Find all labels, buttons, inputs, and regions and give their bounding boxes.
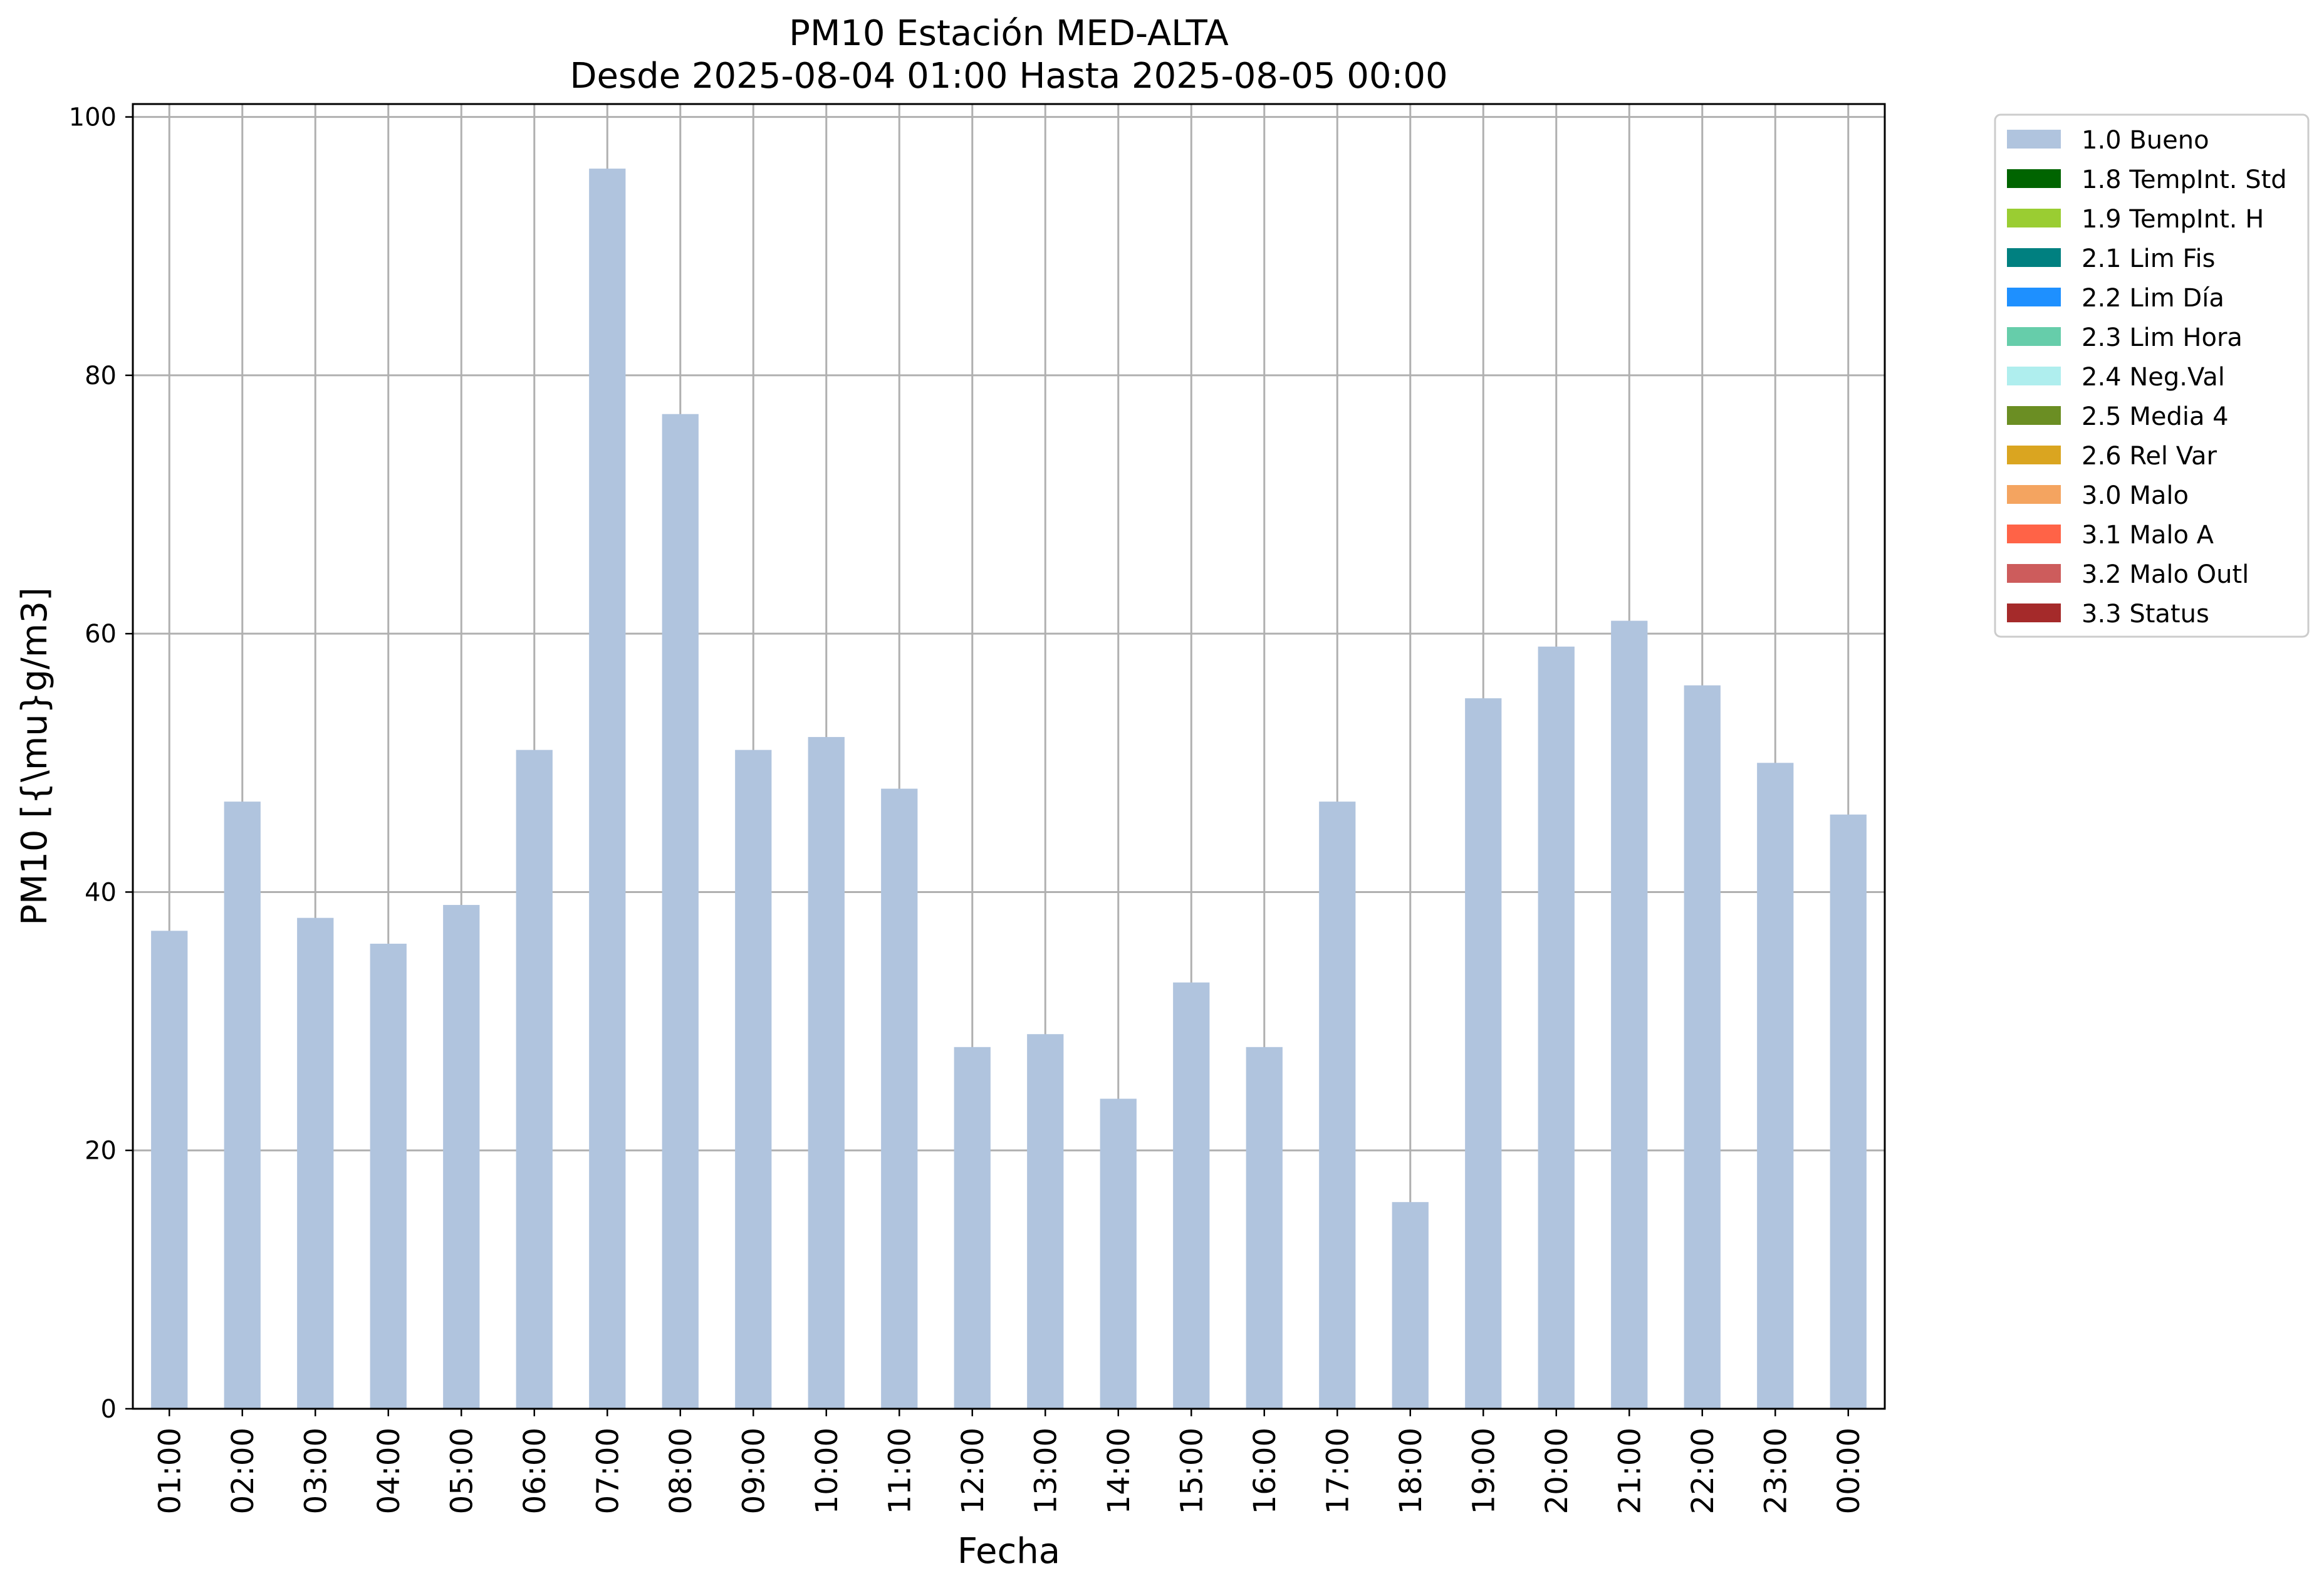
x-tick-label: 02:00 — [226, 1428, 261, 1514]
legend-label: 3.1 Malo A — [2082, 521, 2214, 550]
x-tick-label: 11:00 — [882, 1428, 917, 1514]
legend: 1.0 Bueno 1.8 TempInt. Std 1.9 TempInt. H 2… — [1994, 113, 2310, 638]
y-tick-label: 100 — [69, 103, 117, 132]
legend-swatch — [2007, 169, 2061, 188]
x-tick-label: 01:00 — [152, 1428, 187, 1514]
x-tick-label: 19:00 — [1466, 1428, 1501, 1514]
bar — [1246, 1047, 1283, 1409]
legend-swatch — [2007, 288, 2061, 306]
bar — [1830, 814, 1867, 1409]
bars — [151, 169, 1867, 1409]
bar — [881, 788, 918, 1409]
bar — [151, 931, 188, 1409]
x-tick-label: 23:00 — [1758, 1428, 1793, 1514]
plot-frame — [132, 103, 1886, 1410]
legend-label: 2.5 Media 4 — [2082, 402, 2229, 431]
x-tick-label: 12:00 — [956, 1428, 991, 1514]
x-tick-label: 20:00 — [1540, 1428, 1575, 1514]
bar — [297, 917, 334, 1409]
x-tick-label: 07:00 — [590, 1428, 625, 1514]
x-tick-label: 05:00 — [444, 1428, 479, 1514]
legend-label: 3.0 Malo — [2082, 481, 2189, 510]
y-axis-label: PM10 [{\mu}g/m3] — [14, 587, 55, 926]
x-tick-label: 08:00 — [664, 1428, 699, 1514]
legend-swatch — [2007, 603, 2061, 622]
x-tick-label: 00:00 — [1832, 1428, 1867, 1514]
y-tick-label: 40 — [85, 878, 117, 907]
bar — [589, 169, 626, 1409]
legend-swatch — [2007, 564, 2061, 583]
bar — [662, 414, 699, 1409]
bar — [1611, 620, 1648, 1409]
bar — [1319, 802, 1356, 1409]
bar — [1173, 982, 1210, 1409]
legend-swatch — [2007, 406, 2061, 425]
y-tick-label: 60 — [85, 620, 117, 649]
legend-box — [1994, 113, 2310, 638]
bar — [516, 750, 553, 1409]
x-axis-ticks: 01:00 02:00 03:00 04:00 05:00 06:00 07:00 08:00… — [152, 1409, 1867, 1514]
legend-swatch — [2007, 209, 2061, 227]
chart-subtitle: Desde 2025-08-04 01:00 Hasta 2025-08-05 … — [570, 56, 1447, 97]
x-tick-label: 22:00 — [1686, 1428, 1721, 1514]
x-tick-label: 21:00 — [1612, 1428, 1647, 1514]
bar — [1684, 685, 1721, 1409]
legend-label: 2.4 Neg.Val — [2082, 363, 2225, 392]
bar — [808, 737, 845, 1409]
x-axis-label: Fecha — [957, 1531, 1060, 1572]
x-tick-label: 15:00 — [1174, 1428, 1209, 1514]
bar — [370, 943, 407, 1409]
bar — [735, 750, 772, 1409]
bar — [224, 802, 261, 1409]
legend-label: 3.3 Status — [2082, 600, 2209, 629]
legend-label: 2.6 Rel Var — [2082, 442, 2217, 471]
bar — [443, 905, 480, 1409]
x-tick-label: 18:00 — [1394, 1428, 1429, 1514]
x-tick-label: 14:00 — [1102, 1428, 1137, 1514]
legend-label: 1.0 Bueno — [2082, 126, 2209, 155]
legend-label: 1.9 TempInt. H — [2082, 205, 2264, 234]
legend-label: 3.2 Malo Outl — [2082, 560, 2249, 589]
legend-label: 1.8 TempInt. Std — [2082, 165, 2287, 194]
legend-label: 2.2 Lim Día — [2082, 284, 2224, 313]
x-tick-label: 09:00 — [736, 1428, 771, 1514]
x-tick-label: 04:00 — [372, 1428, 407, 1514]
bar — [1757, 763, 1794, 1409]
x-tick-label: 13:00 — [1028, 1428, 1063, 1514]
legend-swatch — [2007, 485, 2061, 504]
chart-title: PM10 Estación MED-ALTA — [789, 13, 1229, 54]
bar — [1465, 698, 1502, 1409]
x-tick-label: 10:00 — [810, 1428, 845, 1514]
y-axis-ticks: 0 20 40 60 80 100 — [69, 103, 133, 1424]
legend-swatch — [2007, 130, 2061, 149]
bar — [1538, 646, 1575, 1409]
x-tick-label: 03:00 — [298, 1428, 333, 1514]
y-tick-label: 80 — [85, 362, 117, 390]
bar — [1100, 1099, 1137, 1409]
x-tick-label: 06:00 — [518, 1428, 553, 1514]
y-tick-label: 0 — [101, 1395, 117, 1424]
legend-swatch — [2007, 327, 2061, 346]
legend-swatch — [2007, 367, 2061, 385]
bar — [1027, 1034, 1064, 1409]
y-tick-label: 20 — [85, 1137, 117, 1166]
bar — [954, 1047, 991, 1409]
x-tick-label: 16:00 — [1248, 1428, 1283, 1514]
legend-swatch — [2007, 248, 2061, 267]
bar — [1392, 1202, 1429, 1409]
legend-swatch — [2007, 525, 2061, 543]
legend-swatch — [2007, 446, 2061, 464]
x-tick-label: 17:00 — [1320, 1428, 1355, 1514]
legend-label: 2.3 Lim Hora — [2082, 323, 2243, 352]
legend-label: 2.1 Lim Fis — [2082, 244, 2215, 273]
